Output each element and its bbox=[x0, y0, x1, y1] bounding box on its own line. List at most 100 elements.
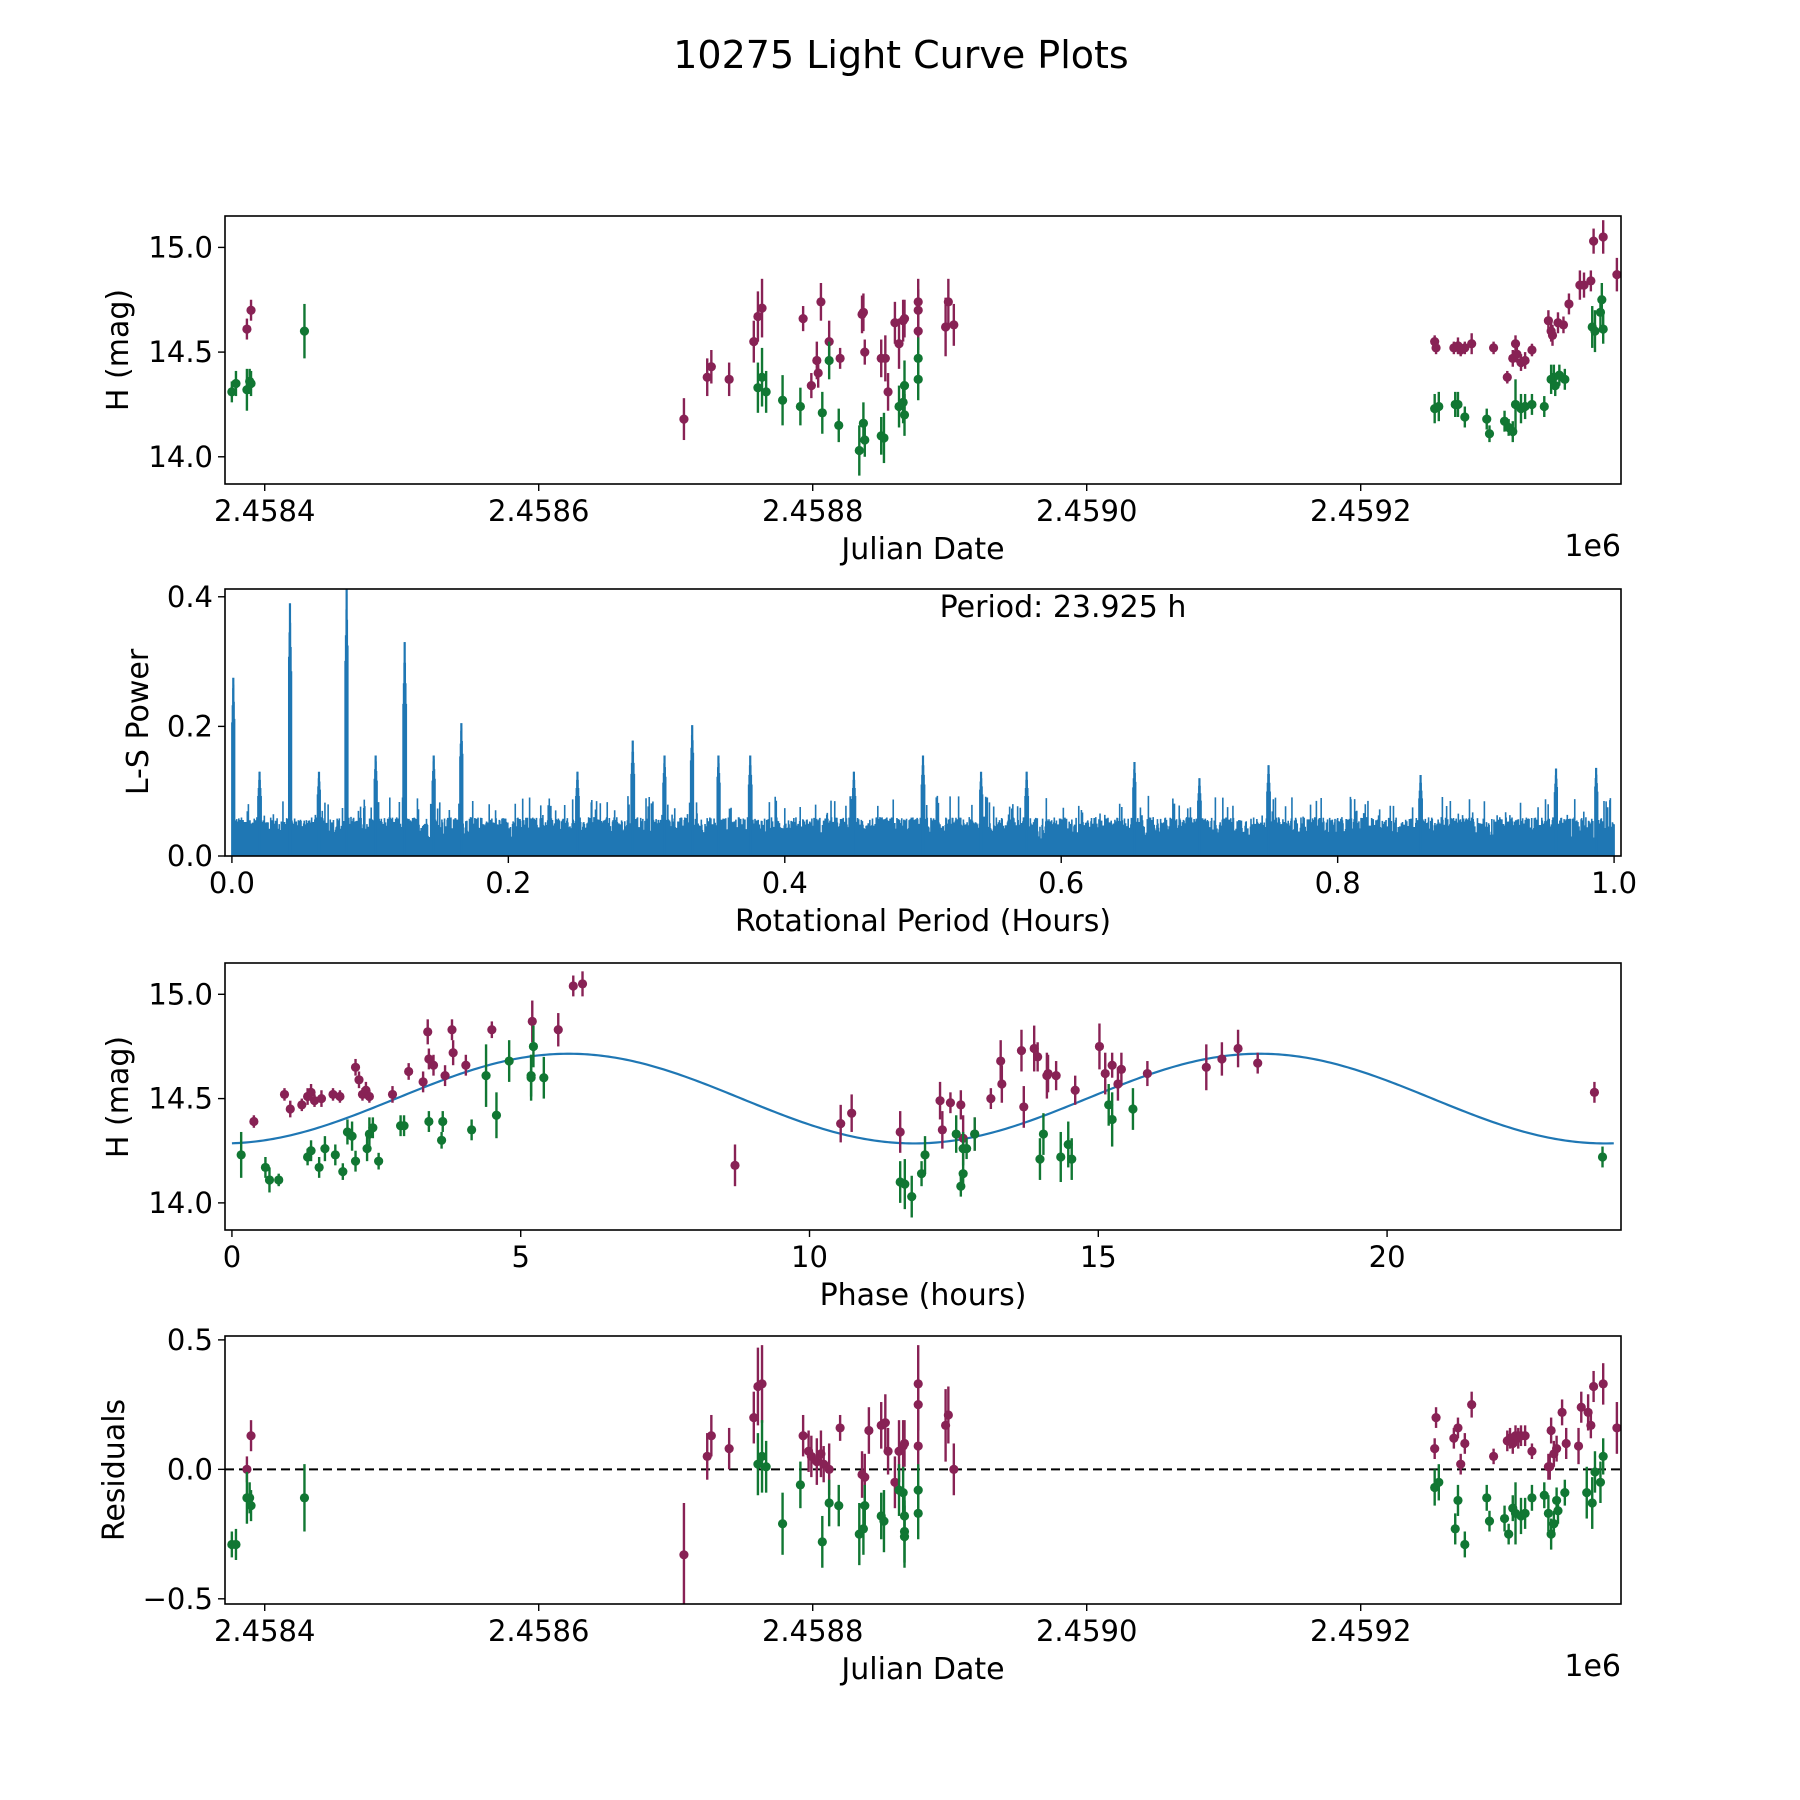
data-point bbox=[956, 1100, 966, 1110]
data-point bbox=[1598, 324, 1608, 334]
data-point bbox=[730, 1160, 740, 1170]
data-point bbox=[1586, 1420, 1596, 1430]
data-point bbox=[1560, 1488, 1570, 1498]
y-tick-label: 0.0 bbox=[167, 839, 213, 873]
data-point bbox=[1107, 1114, 1117, 1125]
data-point bbox=[812, 355, 822, 366]
data-point bbox=[1460, 412, 1470, 422]
data-point bbox=[890, 1477, 900, 1487]
data-point bbox=[1579, 280, 1589, 290]
x-tick-label: 0 bbox=[223, 1240, 241, 1274]
light-curve-frame bbox=[224, 215, 1622, 485]
data-point bbox=[1576, 1402, 1586, 1412]
data-point bbox=[958, 1169, 968, 1179]
data-point bbox=[1557, 1407, 1567, 1417]
data-point bbox=[880, 353, 890, 363]
data-point bbox=[1107, 1060, 1117, 1070]
series-band_b bbox=[236, 1025, 1608, 1218]
phased-curve-ylabel: H (mag) bbox=[101, 1036, 136, 1158]
data-point bbox=[487, 1025, 497, 1035]
data-point bbox=[1527, 1446, 1537, 1456]
y-tick-label: 0.0 bbox=[167, 1452, 213, 1486]
data-point bbox=[1549, 1519, 1559, 1529]
data-point bbox=[242, 1464, 252, 1474]
data-point bbox=[1094, 1041, 1105, 1052]
x-tick-label: 0.8 bbox=[1315, 866, 1361, 900]
data-point bbox=[817, 1537, 827, 1547]
x-tick-label: 0.0 bbox=[209, 866, 255, 900]
periodogram-ylabel: L-S Power bbox=[121, 648, 156, 795]
data-point bbox=[749, 1412, 759, 1423]
data-point bbox=[1560, 374, 1570, 384]
x-tick-label: 2.4584 bbox=[214, 1614, 315, 1648]
data-point bbox=[447, 1025, 457, 1035]
residuals-offset-label: 1e6 bbox=[1564, 1649, 1621, 1684]
data-point bbox=[913, 1508, 923, 1518]
data-point bbox=[824, 1464, 834, 1474]
data-point bbox=[1504, 1529, 1514, 1539]
data-point bbox=[335, 1091, 345, 1102]
data-point bbox=[577, 979, 588, 989]
data-point bbox=[1598, 1451, 1608, 1462]
data-point bbox=[816, 297, 826, 307]
data-point bbox=[374, 1156, 384, 1166]
data-point bbox=[798, 313, 808, 324]
series-band_b bbox=[227, 1420, 1608, 1568]
data-point bbox=[898, 1488, 908, 1498]
data-point bbox=[1520, 355, 1530, 366]
data-point bbox=[860, 1501, 870, 1511]
phased-curve-xlabel: Phase (hours) bbox=[820, 1278, 1027, 1313]
data-point bbox=[1431, 343, 1441, 353]
x-tick-label: 5 bbox=[511, 1240, 529, 1274]
data-point bbox=[1201, 1062, 1211, 1072]
series-band_b bbox=[227, 283, 1608, 476]
data-point bbox=[836, 1119, 846, 1129]
data-point bbox=[347, 1131, 357, 1141]
light-curve-panel: 2.4584 2.4586 2.4588 2.4590 2.4592 14.0 14.5 15… bbox=[101, 215, 1622, 567]
data-point bbox=[1520, 1431, 1530, 1441]
data-point bbox=[1450, 1524, 1460, 1534]
y-tick-label: 0.2 bbox=[167, 709, 213, 743]
data-point bbox=[1453, 399, 1463, 410]
data-point bbox=[1033, 1052, 1043, 1062]
data-point bbox=[314, 1162, 324, 1173]
data-point bbox=[1453, 1423, 1463, 1433]
data-point bbox=[879, 433, 889, 443]
data-point bbox=[1597, 295, 1607, 305]
data-point bbox=[1449, 1433, 1459, 1443]
data-point bbox=[864, 1425, 874, 1436]
data-point bbox=[246, 1431, 256, 1441]
data-point bbox=[753, 311, 763, 322]
data-point bbox=[1527, 1493, 1537, 1503]
data-point bbox=[1233, 1043, 1243, 1054]
data-point bbox=[834, 420, 844, 430]
data-point bbox=[1586, 276, 1596, 286]
data-point bbox=[824, 1498, 834, 1508]
data-point bbox=[1612, 1423, 1621, 1433]
data-point bbox=[1116, 1064, 1126, 1074]
data-point bbox=[350, 1062, 361, 1072]
data-point bbox=[1460, 1539, 1470, 1550]
data-point bbox=[1453, 1495, 1463, 1506]
data-point bbox=[1128, 1104, 1138, 1114]
data-point bbox=[1217, 1054, 1227, 1064]
data-point bbox=[996, 1056, 1006, 1066]
data-point bbox=[1456, 1459, 1466, 1469]
periodogram-frame bbox=[224, 588, 1622, 857]
data-point bbox=[1612, 270, 1621, 280]
data-point bbox=[679, 1550, 689, 1560]
data-point bbox=[1488, 1451, 1499, 1462]
data-point bbox=[1488, 343, 1499, 353]
data-point bbox=[236, 1150, 246, 1160]
data-point bbox=[913, 374, 923, 384]
phased-curve-panel: 0 5 10 15 20 14.0 14.5 15.0 Phase (hours) H (ma… bbox=[101, 962, 1622, 1313]
data-point bbox=[246, 1501, 256, 1511]
data-point bbox=[249, 1116, 259, 1127]
data-point bbox=[227, 387, 237, 397]
data-point bbox=[986, 1093, 996, 1104]
data-point bbox=[757, 372, 767, 382]
data-point bbox=[436, 1135, 447, 1145]
data-point bbox=[761, 387, 771, 397]
data-point bbox=[1070, 1085, 1080, 1095]
